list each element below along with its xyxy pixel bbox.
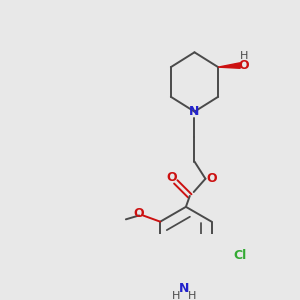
Text: H: H — [188, 291, 196, 300]
Text: O: O — [206, 172, 217, 185]
Polygon shape — [218, 63, 240, 68]
Text: N: N — [189, 105, 200, 118]
Text: O: O — [238, 59, 249, 72]
Text: O: O — [133, 207, 144, 220]
Text: H: H — [172, 291, 181, 300]
Text: N: N — [179, 281, 190, 295]
Text: H: H — [240, 51, 248, 61]
Text: Cl: Cl — [233, 249, 246, 262]
Text: O: O — [167, 172, 177, 184]
